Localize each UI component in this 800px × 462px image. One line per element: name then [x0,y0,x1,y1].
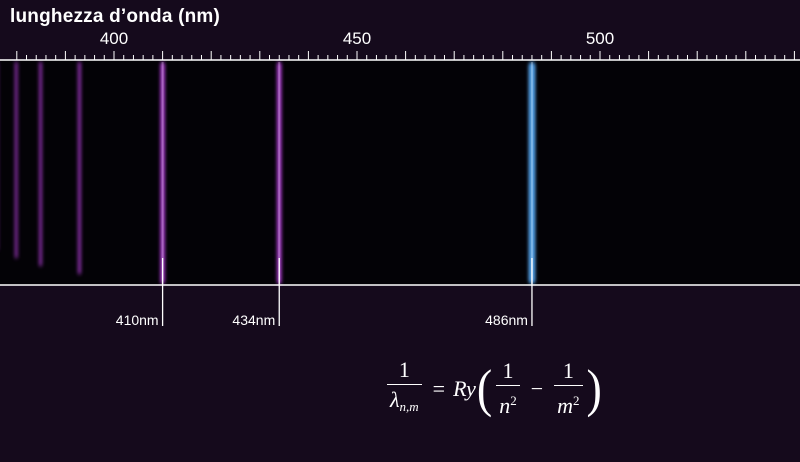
term1-exponent: 2 [510,393,517,408]
lhs-denominator: λn,m [387,384,422,420]
series-limit-line [77,62,82,274]
equals-sign: = [432,376,446,401]
term1-denominator: n2 [496,385,520,419]
term2-fraction: 1 m2 [554,358,583,419]
rydberg-formula: 1 λn,m = Ry ( 1 n2 − 1 m2 ) [384,357,603,421]
term2-numerator: 1 [562,358,574,383]
lhs-fraction: 1 λn,m [387,358,422,420]
minus-sign: − [530,376,544,401]
rydberg-constant: Ry [453,376,476,401]
series-limit-line [38,62,43,266]
lambda-subscript: n,m [399,399,419,414]
line-markers: 410nm434nm486nm656 nm [116,258,533,328]
axis-title: lunghezza d’onda (nm) [10,6,221,27]
spectral-line-core [161,62,164,284]
spectrum-band [0,60,800,285]
term1-numerator: 1 [502,358,514,383]
spectral-line [528,62,536,284]
line-label: 434nm [232,312,275,328]
term2-denominator: m2 [554,385,583,419]
spectral-line [160,62,166,284]
series-limit-line [14,62,19,258]
spectral-line-core [530,62,533,284]
axis-ticks: 400450500550600650 [16,29,795,60]
term2-m: m [557,393,574,418]
term1-fraction: 1 n2 [496,359,520,419]
spectral-lines [160,62,536,284]
spectral-line-core [278,62,281,284]
lhs-numerator: 1 [398,357,410,382]
tick-label: 500 [586,29,614,48]
term2-exponent: 2 [573,393,580,408]
left-paren: ( [476,359,493,418]
series-limit-lines [14,62,82,274]
spectral-line [276,62,282,284]
tick-label: 450 [343,29,371,48]
line-label: 486nm [485,312,528,328]
right-paren: ) [586,359,602,418]
term1-n: n [499,393,511,418]
tick-label: 400 [100,29,128,48]
line-label: 410nm [116,312,159,328]
lambda-symbol: λ [390,387,400,412]
